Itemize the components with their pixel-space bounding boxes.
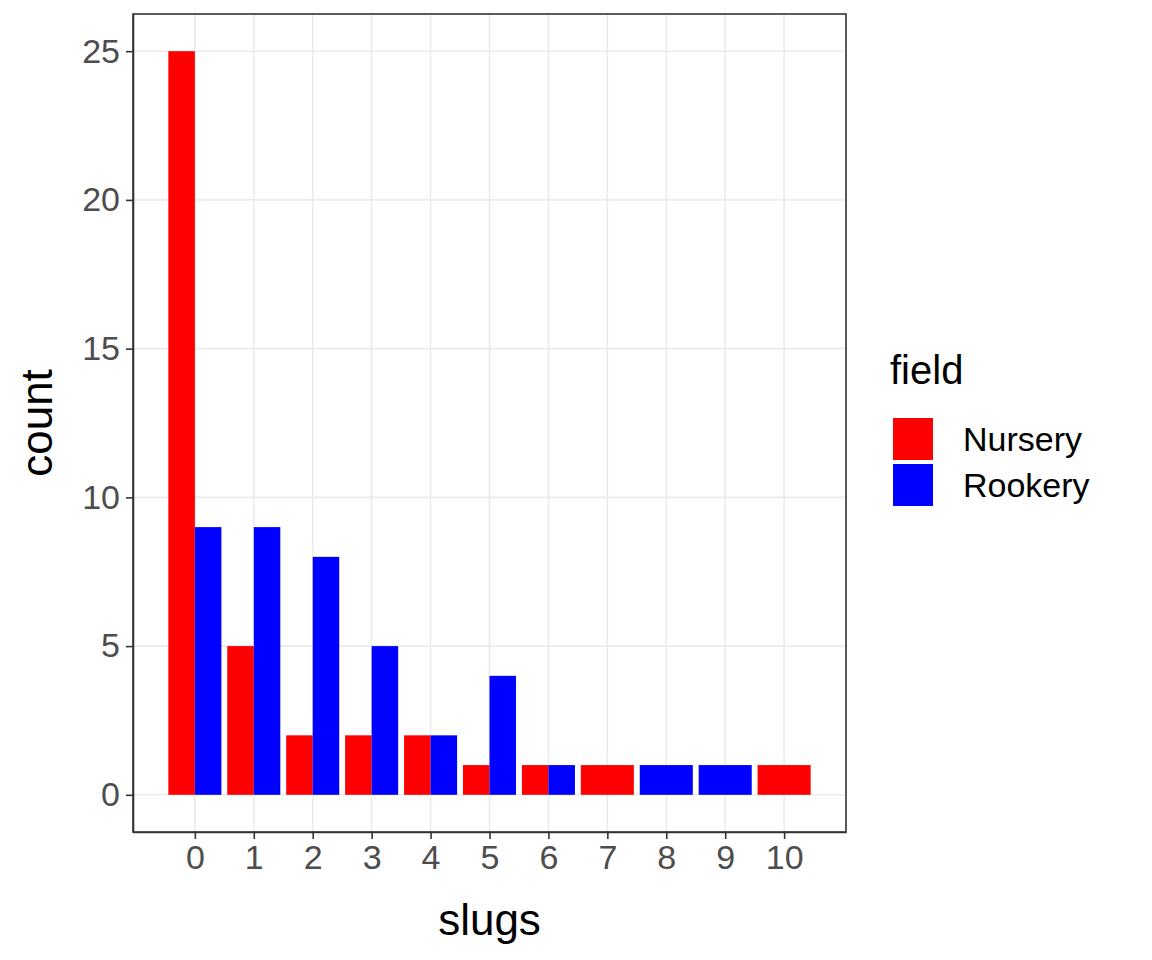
bars (168, 51, 810, 795)
legend-key (893, 418, 933, 460)
bar (286, 735, 313, 794)
tick: 1 (245, 832, 264, 876)
tick: 0 (101, 775, 133, 813)
plot-background (133, 14, 846, 832)
tick: 3 (363, 832, 382, 876)
tick: 9 (716, 832, 735, 876)
chart: 0 5 10 15 20 25 0 1 2 3 4 5 6 7 8 9 10 slugs count fieldNur… (0, 0, 1152, 960)
tick-label: 7 (598, 838, 617, 876)
bar (431, 735, 458, 794)
tick-label: 8 (657, 838, 676, 876)
bar (313, 557, 340, 795)
tick-mark (126, 497, 133, 499)
tick-label: 10 (766, 838, 804, 876)
tick: 5 (481, 832, 500, 876)
bar (254, 527, 281, 795)
y-axis-title: count (12, 369, 61, 477)
tick: 10 (766, 832, 804, 876)
bar (581, 765, 634, 795)
bar (372, 646, 399, 795)
tick-mark (126, 348, 133, 350)
tick-label: 5 (101, 626, 120, 664)
y-axis: 0 5 10 15 20 25 (82, 15, 133, 833)
bar (168, 51, 195, 795)
tick: 2 (304, 832, 323, 876)
tick-label: 25 (82, 32, 120, 70)
tick-label: 0 (101, 775, 120, 813)
tick: 10 (82, 478, 133, 516)
tick-label: 15 (82, 329, 120, 367)
tick-label: 20 (82, 180, 120, 218)
bar (404, 735, 431, 794)
bar (195, 527, 222, 795)
tick: 6 (539, 832, 558, 876)
tick: 7 (598, 832, 617, 876)
tick-label: 0 (186, 838, 205, 876)
grid-line (783, 14, 785, 832)
tick-mark (126, 200, 133, 202)
legend: fieldNursery Rookery (890, 348, 1090, 506)
tick-label: 9 (716, 838, 735, 876)
grid-line (548, 14, 550, 832)
tick: 20 (82, 180, 133, 218)
plot-frame (133, 14, 846, 832)
legend-label: Nursery (963, 420, 1082, 458)
tick: 0 (186, 832, 205, 876)
x-axis-title: slugs (438, 895, 541, 944)
grid (133, 14, 846, 832)
legend-title: field (890, 348, 963, 392)
grid-line (607, 14, 609, 832)
tick-mark (126, 51, 133, 53)
tick-mark (126, 646, 133, 648)
tick-label: 10 (82, 478, 120, 516)
tick-label: 5 (481, 838, 500, 876)
tick-label: 2 (304, 838, 323, 876)
tick: 15 (82, 329, 133, 367)
tick: 5 (101, 626, 133, 664)
tick-mark (126, 795, 133, 797)
grid-line (724, 14, 726, 832)
bar (227, 646, 254, 795)
bar (490, 676, 517, 795)
tick: 25 (82, 32, 133, 70)
legend-label: Rookery (963, 466, 1090, 504)
bar (758, 765, 811, 795)
tick: 4 (422, 832, 441, 876)
grid-line (665, 14, 667, 832)
tick-label: 1 (245, 838, 264, 876)
bar (699, 765, 752, 795)
bar (345, 735, 372, 794)
tick-label: 6 (539, 838, 558, 876)
x-axis: 0 1 2 3 4 5 6 7 8 9 10 (134, 832, 847, 876)
bar (463, 765, 490, 795)
legend-key (893, 464, 933, 506)
tick-label: 3 (363, 838, 382, 876)
bar (522, 765, 549, 795)
bar (548, 765, 575, 795)
grid-line (430, 14, 432, 832)
axis-line (133, 15, 135, 833)
tick: 8 (657, 832, 676, 876)
tick-label: 4 (422, 838, 441, 876)
bar (640, 765, 693, 795)
